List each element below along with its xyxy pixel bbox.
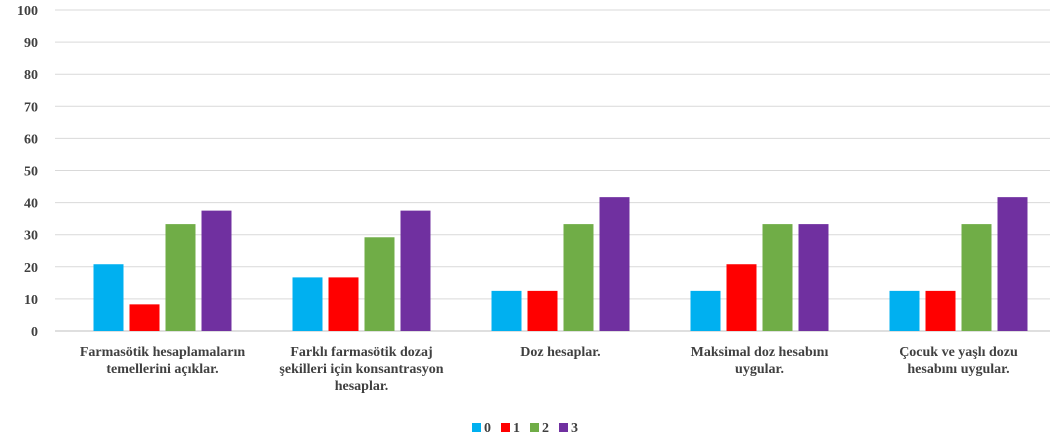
x-category-label: Çocuk ve yaşlı dozu hesabını uygular. bbox=[899, 345, 1018, 377]
legend-item-0: 0 bbox=[472, 421, 491, 436]
legend-label: 0 bbox=[484, 421, 491, 436]
bar-series-0-cat-3 bbox=[690, 290, 721, 331]
bar-series-0-cat-4 bbox=[889, 290, 920, 331]
bar-series-2-cat-0 bbox=[165, 224, 196, 331]
legend-swatch bbox=[501, 423, 510, 432]
bar-series-2-cat-4 bbox=[961, 224, 992, 331]
legend-swatch bbox=[530, 423, 539, 432]
y-tick-label: 30 bbox=[24, 229, 38, 244]
legend-swatch bbox=[559, 423, 568, 432]
x-category-label-line: Maksimal doz hesabını bbox=[691, 345, 829, 360]
legend-item-1: 1 bbox=[501, 421, 520, 436]
y-axis-tick-labels: 0 10 20 30 40 50 60 70 80 90 100 bbox=[17, 4, 38, 340]
x-category-label-line: hesabını uygular. bbox=[907, 362, 1009, 377]
bars bbox=[93, 197, 1028, 331]
y-tick-label: 60 bbox=[24, 132, 38, 147]
x-category-label-line: Farklı farmasötik dozaj bbox=[290, 345, 432, 360]
y-tick-label: 90 bbox=[24, 36, 38, 51]
legend-label: 2 bbox=[542, 421, 549, 436]
x-category-label-line: Çocuk ve yaşlı dozu bbox=[899, 345, 1018, 360]
bar-series-3-cat-1 bbox=[400, 210, 431, 331]
bar-series-1-cat-4 bbox=[925, 290, 956, 331]
bar-series-3-cat-0 bbox=[201, 210, 232, 331]
x-category-label-line: temellerini açıklar. bbox=[106, 362, 218, 377]
legend-label: 3 bbox=[571, 421, 578, 436]
y-tick-label: 0 bbox=[31, 325, 38, 340]
x-category-label-line: şekilleri için konsantrasyon bbox=[279, 362, 443, 377]
x-category-label: Farklı farmasötik dozaj şekilleri için ko… bbox=[279, 345, 443, 394]
bar-series-1-cat-0 bbox=[129, 304, 160, 331]
bar-series-3-cat-3 bbox=[798, 224, 829, 331]
y-tick-label: 20 bbox=[24, 261, 38, 276]
bar-series-0-cat-1 bbox=[292, 277, 323, 331]
x-category-label: Doz hesaplar. bbox=[520, 345, 600, 360]
x-category-label-line: hesaplar. bbox=[335, 379, 389, 394]
bar-series-1-cat-1 bbox=[328, 277, 359, 331]
bar-series-0-cat-2 bbox=[491, 290, 522, 331]
legend-swatch bbox=[472, 423, 481, 432]
y-tick-label: 50 bbox=[24, 165, 38, 180]
x-axis-category-labels: Farmasötik hesaplamaların temellerini açı… bbox=[80, 345, 1018, 394]
y-tick-label: 70 bbox=[24, 100, 38, 115]
bar-series-3-cat-4 bbox=[997, 197, 1028, 331]
bar-series-2-cat-2 bbox=[563, 224, 594, 331]
bar-series-1-cat-2 bbox=[527, 290, 558, 331]
x-category-label: Farmasötik hesaplamaların temellerini açı… bbox=[80, 345, 245, 377]
bar-series-3-cat-2 bbox=[599, 197, 630, 331]
x-category-label-line: uygular. bbox=[735, 362, 784, 377]
legend-label: 1 bbox=[513, 421, 520, 436]
legend: 0 1 2 3 bbox=[472, 421, 578, 436]
x-category-label-line: Farmasötik hesaplamaların bbox=[80, 345, 245, 360]
legend-item-3: 3 bbox=[559, 421, 578, 436]
y-tick-label: 40 bbox=[24, 197, 38, 212]
y-tick-label: 100 bbox=[17, 4, 38, 19]
x-category-label-line: Doz hesaplar. bbox=[520, 345, 600, 360]
bar-series-0-cat-0 bbox=[93, 264, 124, 331]
y-tick-label: 10 bbox=[24, 293, 38, 308]
x-category-label: Maksimal doz hesabını uygular. bbox=[691, 345, 829, 377]
bar-series-1-cat-3 bbox=[726, 264, 757, 331]
legend-item-2: 2 bbox=[530, 421, 549, 436]
y-tick-label: 80 bbox=[24, 68, 38, 83]
bar-series-2-cat-3 bbox=[762, 224, 793, 331]
bar-series-2-cat-1 bbox=[364, 237, 395, 331]
